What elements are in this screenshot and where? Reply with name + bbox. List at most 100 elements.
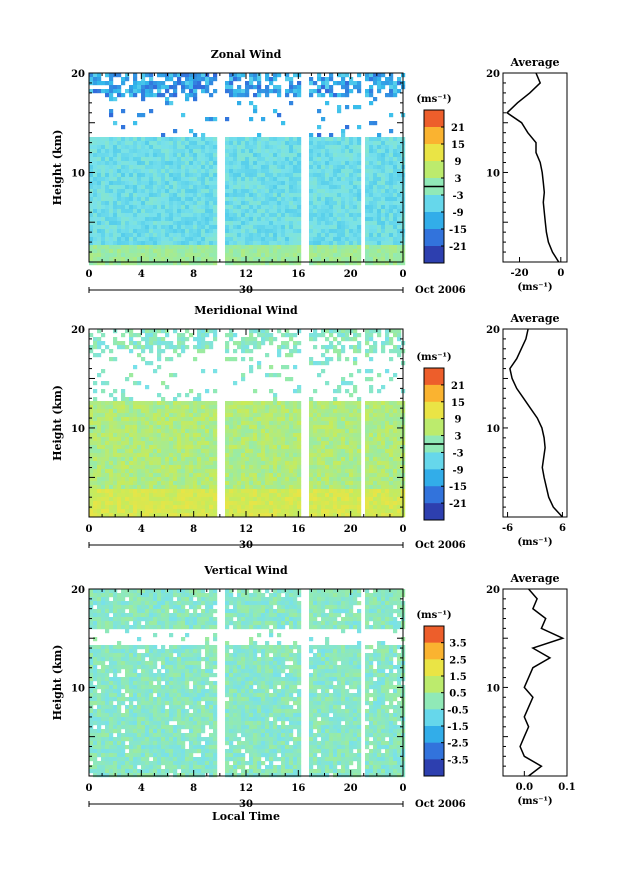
- heatmap-cell: [377, 225, 382, 230]
- heatmap-cell: [205, 169, 210, 174]
- heatmap-cell: [277, 465, 282, 470]
- heatmap-cell: [169, 433, 174, 438]
- heatmap-cell: [373, 341, 378, 346]
- heatmap-cell: [289, 245, 294, 250]
- heatmap-cell: [249, 221, 254, 226]
- heatmap-cell: [165, 401, 170, 406]
- heatmap-cell: [117, 93, 122, 98]
- heatmap-cell: [333, 405, 338, 410]
- heatmap-cell: [201, 153, 206, 158]
- heatmap-cell: [297, 409, 302, 414]
- heatmap-cell: [225, 89, 230, 94]
- heatmap-cell: [281, 437, 286, 442]
- heatmap-cell: [297, 157, 302, 162]
- heatmap-cell: [337, 433, 342, 438]
- heatmap-cell: [325, 437, 330, 442]
- heatmap-cell: [149, 149, 154, 154]
- heatmap-cell: [325, 89, 330, 94]
- heatmap-cell: [341, 153, 346, 158]
- heatmap-cell: [381, 205, 386, 210]
- heatmap-cell: [89, 145, 94, 150]
- heatmap-cell: [357, 217, 362, 222]
- heatmap-cell: [289, 181, 294, 186]
- heatmap-cell: [189, 469, 194, 474]
- heatmap-cell: [269, 225, 274, 230]
- heatmap-cell: [257, 485, 262, 490]
- heatmap-cell: [117, 341, 122, 346]
- heatmap-cell: [157, 165, 162, 170]
- heatmap-cell: [261, 401, 266, 406]
- heatmap-cell: [93, 341, 98, 346]
- heatmap-cell: [173, 413, 178, 418]
- heatmap-cell: [157, 409, 162, 414]
- heatmap-cell: [397, 469, 402, 474]
- heatmap-cell: [329, 237, 334, 242]
- heatmap-cell: [321, 485, 326, 490]
- heatmap-cell: [113, 337, 118, 342]
- heatmap-cell: [365, 481, 370, 486]
- heatmap-cell: [233, 73, 238, 78]
- heatmap-cell: [261, 209, 266, 214]
- heatmap-cell: [241, 425, 246, 430]
- heatmap-cell: [137, 473, 142, 478]
- heatmap-cell: [137, 481, 142, 486]
- heatmap-cell: [365, 181, 370, 186]
- heatmap-cell: [121, 145, 126, 150]
- heatmap-cell: [129, 245, 134, 250]
- heatmap-cell: [129, 469, 134, 474]
- heatmap-cell: [193, 197, 198, 202]
- heatmap-cell: [249, 201, 254, 206]
- heatmap-cell: [377, 413, 382, 418]
- heatmap-cell: [337, 161, 342, 166]
- heatmap-cell: [165, 409, 170, 414]
- heatmap-cell: [273, 157, 278, 162]
- heatmap-cell: [253, 261, 258, 266]
- heatmap-cell: [353, 409, 358, 414]
- heatmap-cell: [201, 145, 206, 150]
- heatmap-cell: [333, 461, 338, 466]
- heatmap-cell: [333, 81, 338, 86]
- heatmap-cell: [157, 429, 162, 434]
- heatmap-cell: [297, 209, 302, 214]
- heatmap-cell: [281, 413, 286, 418]
- heatmap-cell: [349, 401, 354, 406]
- heatmap-cell: [129, 85, 134, 90]
- heatmap-cell: [265, 441, 270, 446]
- heatmap-cell: [101, 469, 106, 474]
- heatmap-cell: [337, 341, 342, 346]
- heatmap-cell: [349, 209, 354, 214]
- heatmap-cell: [149, 441, 154, 446]
- heatmap-cell: [309, 221, 314, 226]
- heatmap-cell: [93, 353, 98, 358]
- heatmap-cell: [169, 237, 174, 242]
- heatmap-cell: [97, 189, 102, 194]
- heatmap-cell: [393, 469, 398, 474]
- heatmap-cell: [285, 77, 290, 82]
- heatmap-cell: [345, 261, 350, 266]
- heatmap-cell: [165, 145, 170, 150]
- heatmap-cell: [105, 489, 110, 494]
- heatmap-cell: [209, 81, 214, 86]
- heatmap-cell: [257, 193, 262, 198]
- heatmap-cell: [273, 185, 278, 190]
- heatmap-cell: [105, 197, 110, 202]
- heatmap-cell: [389, 205, 394, 210]
- heatmap-cell: [397, 449, 402, 454]
- heatmap-cell: [293, 221, 298, 226]
- heatmap-cell: [297, 169, 302, 174]
- heatmap-cell: [297, 329, 302, 334]
- heatmap-cell: [113, 149, 118, 154]
- heatmap-cell: [313, 197, 318, 202]
- heatmap-cell: [337, 485, 342, 490]
- heatmap-cell: [141, 161, 146, 166]
- heatmap-cell: [149, 177, 154, 182]
- heatmap-cell: [321, 329, 326, 334]
- heatmap-cell: [381, 209, 386, 214]
- heatmap-cell: [381, 485, 386, 490]
- heatmap-cell: [257, 361, 262, 366]
- heatmap-cell: [121, 257, 126, 262]
- heatmap-cell: [325, 257, 330, 262]
- heatmap-cell: [389, 245, 394, 250]
- heatmap-cell: [289, 449, 294, 454]
